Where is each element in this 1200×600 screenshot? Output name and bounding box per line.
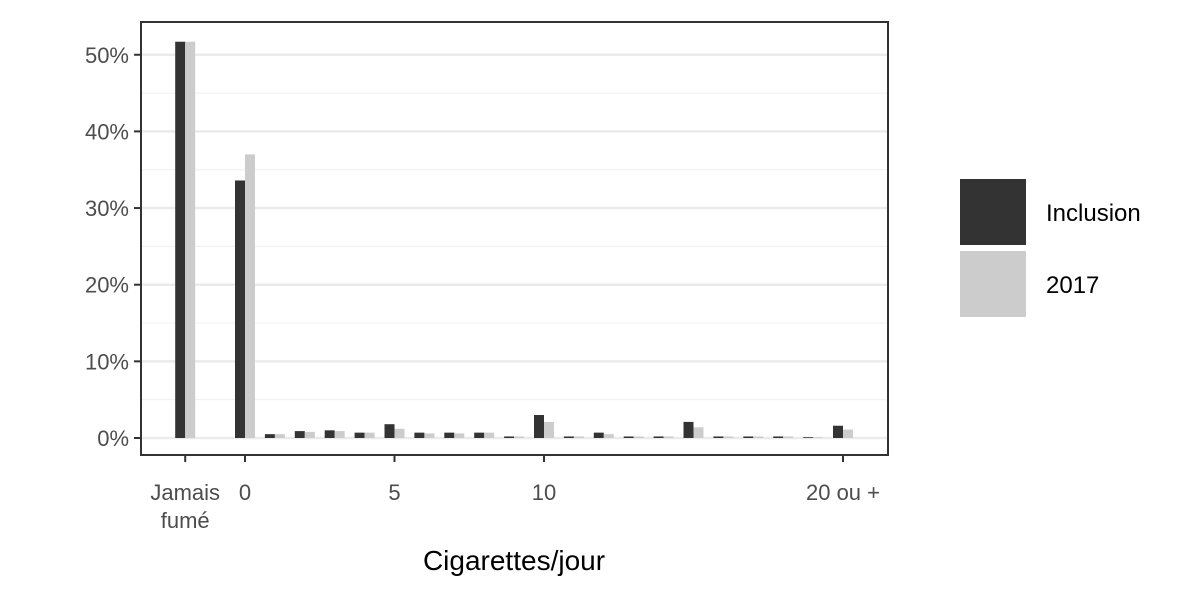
bar-inclusion-16 [713,436,724,438]
bar-inclusion-0 [235,180,245,438]
bar-inclusion-7 [444,432,455,438]
bar-2017-7 [454,433,465,438]
bar-inclusion-11 [563,436,574,438]
bar-inclusion-9 [504,436,515,438]
bar-2017-2 [304,431,315,438]
bar-2017-13 [633,436,644,438]
legend-label-2017: 2017 [1046,272,1099,299]
bar-inclusion-10 [534,415,544,438]
x-axis-title: Cigarettes/jour [423,545,605,576]
plot-panel-border [140,21,889,456]
bar-inclusion-3 [324,430,335,438]
y-tick-label: 40% [85,119,129,144]
legend-label-inclusion: Inclusion [1046,200,1141,227]
bar-inclusion-1 [264,434,275,438]
bars [175,41,853,438]
bar-2017-15 [693,427,704,438]
bar-inclusion-8 [474,432,485,438]
bar-2017--2 [185,41,196,438]
bar-2017-9 [514,436,525,438]
y-tick-label: 10% [85,349,129,374]
bar-inclusion--2 [175,41,186,438]
bar-inclusion-14 [653,436,664,438]
bar-2017-1 [274,434,285,438]
bar-inclusion-18 [773,436,784,438]
bar-2017-17 [753,436,764,438]
bar-2017-12 [603,434,614,438]
bar-2017-16 [723,436,734,438]
legend-key-inclusion [960,179,1026,245]
bar-inclusion-2 [294,431,305,438]
y-tick-label: 0% [97,426,129,451]
bar-2017-6 [424,433,435,438]
y-tick-label: 50% [85,43,129,68]
grid [141,22,888,455]
bar-inclusion-15 [683,421,694,438]
bar-2017-0 [245,154,255,438]
bar-inclusion-5 [384,424,395,438]
bar-inclusion-20 [833,425,843,438]
bar-inclusion-12 [593,432,604,438]
bar-2017-19 [813,437,824,438]
x-tick-label: 0 [239,480,251,505]
bar-2017-4 [364,432,375,438]
legend-key-2017 [960,251,1026,317]
bar-inclusion-17 [743,436,754,438]
bar-2017-14 [663,436,674,438]
bar-2017-8 [484,432,495,438]
x-tick-label: 5 [388,480,400,505]
bar-inclusion-13 [623,436,634,438]
bar-2017-18 [783,436,794,438]
bar-2017-20 [843,429,853,438]
x-tick-label: Jamais fumé [150,480,220,533]
x-tick-label: 10 [532,480,556,505]
bar-2017-11 [573,436,584,438]
x-tick-label: 20 ou + [806,480,880,505]
legend: Inclusion 2017 [960,179,1141,317]
axis-ticks: 0% 10% 20% 30% 40% 50% Jamais fumé 0 5 10 20 ou + [85,43,880,533]
bar-2017-10 [544,421,554,438]
bar-2017-5 [394,428,405,438]
bar-inclusion-6 [414,432,425,438]
y-tick-label: 30% [85,196,129,221]
bar-inclusion-4 [354,432,365,438]
y-tick-label: 20% [85,273,129,298]
plot-panel [141,22,888,455]
bar-2017-3 [334,431,345,438]
bar-inclusion-19 [803,437,814,438]
